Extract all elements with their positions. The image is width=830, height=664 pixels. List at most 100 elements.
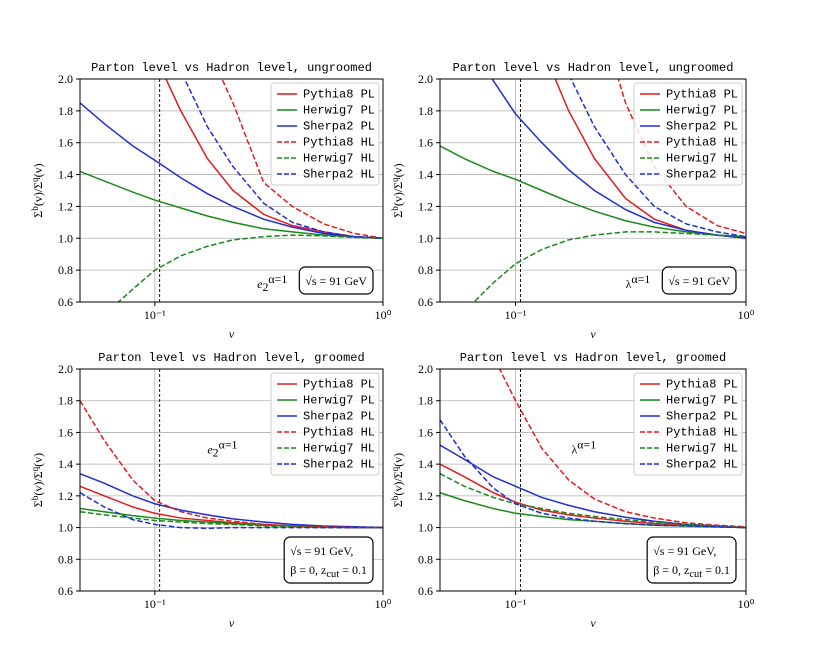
x-tick-label: 10⁰: [738, 597, 755, 611]
observable-label-part: 2: [213, 445, 219, 459]
legend-label: Herwig7 PL: [666, 394, 738, 408]
series-line: [117, 234, 383, 302]
panel-title: Parton level vs Hadron level, groomed: [460, 351, 726, 365]
y-tick-label: 0.6: [58, 295, 73, 309]
axes-frame: [439, 78, 747, 303]
y-tick-label: 2.0: [58, 72, 73, 86]
annotation-box: √s = 91 GeV: [298, 266, 374, 295]
axes-frame: [79, 368, 384, 592]
y-tick-label: 2.0: [58, 362, 73, 376]
observable-label-part: α=1: [219, 437, 238, 451]
annotation-text-part: √s = 91 GeV,: [290, 544, 353, 558]
x-axis-label-part: v: [229, 616, 235, 630]
y-axis-label-part: Σ: [31, 500, 45, 507]
annotation-text-part: cut: [326, 569, 339, 580]
series-line: [440, 145, 746, 238]
y-tick-label: 0.8: [58, 263, 73, 277]
y-axis-label-part: Σ: [31, 211, 45, 218]
annotation-text: β = 0, zcut = 0.1: [653, 563, 730, 580]
legend-label: Pythia8 HL: [303, 426, 375, 440]
y-axis-label-part: q: [390, 466, 400, 471]
y-tick-label: 1.2: [418, 199, 433, 213]
annotation-text-part: √s = 91 GeV,: [653, 544, 716, 558]
y-axis-label-part: (v): [391, 163, 405, 177]
x-tick-label: 10⁰: [738, 308, 755, 322]
x-axis-label-part: v: [229, 327, 235, 341]
series-line: [183, 79, 383, 240]
y-tick-label: 1.0: [58, 521, 73, 535]
annotation-text: √s = 91 GeV,: [290, 544, 353, 558]
legend-box: [633, 372, 743, 476]
observable-label-part: e: [257, 277, 263, 291]
legend-label: Sherpa2 PL: [666, 120, 738, 134]
observable-label-part: α=1: [577, 437, 596, 451]
y-axis-label-part: (v): [391, 453, 405, 467]
annotation-text-part: √s = 91 GeV: [305, 274, 367, 288]
observable-label: e2α=1: [207, 437, 237, 459]
panel: Parton level vs Hadron level, groomed 0.6…: [390, 351, 755, 630]
observable-label: e2α=1: [257, 272, 287, 294]
y-axis-label-part: q: [390, 177, 400, 182]
series-line: [80, 400, 383, 529]
series-line: [440, 472, 746, 529]
y-axis-label-part: b: [30, 206, 40, 211]
observable-label: λα=1: [571, 437, 596, 456]
annotation-box: √s = 91 GeV, β = 0, zcut = 0.1: [646, 536, 737, 584]
legend-label: Herwig7 PL: [303, 104, 375, 118]
y-axis-label-part: (v): [31, 453, 45, 467]
panel: Parton level vs Hadron level, ungroomed 0…: [30, 61, 392, 341]
legend-label: Sherpa2 HL: [666, 458, 738, 472]
y-tick-label: 1.6: [58, 425, 73, 439]
x-tick-label: 10⁰: [375, 597, 392, 611]
legend-label: Sherpa2 HL: [303, 458, 375, 472]
y-axis-label-part: (v): [31, 163, 45, 177]
y-tick-label: 1.0: [418, 521, 433, 535]
annotation-frame: [646, 536, 737, 584]
observable-label: λα=1: [626, 272, 651, 291]
y-tick-label: 0.8: [418, 552, 433, 566]
series-line: [80, 170, 383, 240]
series-line: [221, 79, 383, 240]
legend-label: Pythia8 PL: [303, 378, 375, 392]
panel-title: Parton level vs Hadron level, groomed: [98, 351, 364, 365]
legend-label: Pythia8 PL: [303, 88, 375, 102]
observable-label-part: λ: [626, 277, 632, 291]
series-line: [440, 419, 746, 529]
y-axis-label-part: q: [30, 466, 40, 471]
panel-title: Parton level vs Hadron level, ungroomed: [91, 61, 372, 75]
annotation-text: √s = 91 GeV: [668, 274, 730, 288]
legend-label: Pythia8 HL: [666, 136, 738, 150]
series-line: [80, 492, 383, 530]
legend-label: Pythia8 HL: [666, 426, 738, 440]
annotation-text: √s = 91 GeV: [305, 274, 367, 288]
y-tick-label: 1.4: [58, 168, 73, 182]
y-tick-label: 0.6: [58, 584, 73, 598]
annotation-frame: [283, 536, 374, 584]
legend-label: Herwig7 HL: [303, 152, 375, 166]
y-tick-label: 0.6: [418, 584, 433, 598]
y-axis-label-part: Σ: [391, 500, 405, 507]
observable-label-part: α=1: [631, 272, 650, 286]
x-axis-label: v: [229, 327, 235, 341]
y-tick-label: 1.2: [58, 199, 73, 213]
observable-label-part: λ: [571, 442, 577, 456]
series-line: [570, 79, 746, 238]
annotation-text: √s = 91 GeV,: [653, 544, 716, 558]
y-axis-label-part: (v)/Σ: [31, 182, 45, 206]
y-tick-label: 1.2: [58, 489, 73, 503]
annotation-box: √s = 91 GeV, β = 0, zcut = 0.1: [283, 536, 374, 584]
x-axis-label-part: v: [590, 616, 596, 630]
annotation-text-part: = 0.1: [339, 563, 367, 577]
y-axis-label-part: b: [390, 495, 400, 500]
y-tick-label: 0.8: [58, 552, 73, 566]
legend-label: Herwig7 HL: [666, 442, 738, 456]
x-tick-label: 10⁻¹: [505, 308, 527, 322]
legend-box: [270, 82, 380, 186]
y-tick-label: 1.0: [58, 231, 73, 245]
series-line: [80, 102, 383, 240]
annotation-box: √s = 91 GeV: [661, 266, 737, 295]
y-axis-label-part: (v)/Σ: [391, 471, 405, 495]
legend-label: Pythia8 PL: [666, 88, 738, 102]
axes-frame: [439, 368, 747, 592]
